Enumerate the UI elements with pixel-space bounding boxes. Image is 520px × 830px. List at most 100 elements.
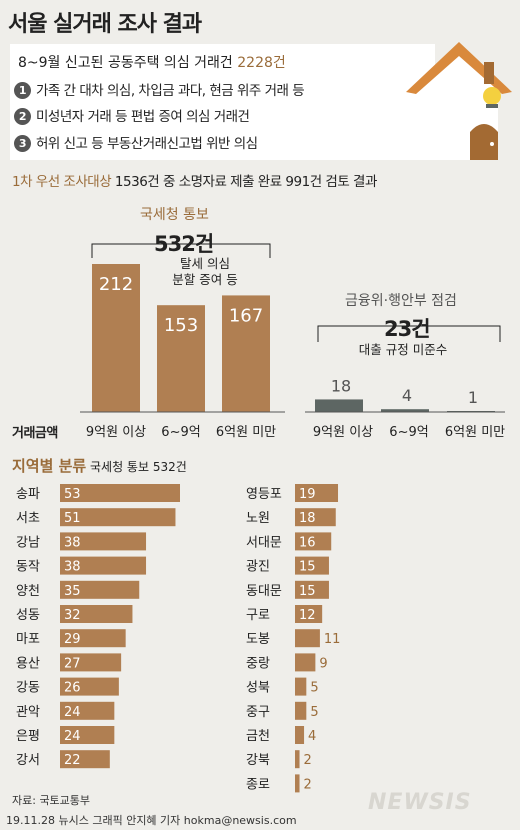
region-bar	[295, 508, 336, 527]
region-bar	[295, 629, 320, 648]
source: 자료: 국토교통부	[12, 794, 91, 807]
region-value-label: 5	[310, 681, 318, 696]
region-label: 강남	[16, 535, 40, 550]
number-badge: 2	[14, 108, 31, 125]
chart2-value-label: 18	[331, 376, 351, 395]
region-bar	[60, 629, 126, 648]
region-value-label: 24	[64, 705, 81, 720]
region-bar	[60, 750, 110, 769]
region-label: 동대문	[246, 584, 282, 599]
region-value-label: 35	[64, 584, 81, 599]
region-label: 성동	[16, 608, 40, 623]
region-value-label: 19	[299, 487, 316, 502]
region-label: 구로	[246, 608, 270, 623]
region-bar	[295, 701, 307, 720]
region-label: 강서	[16, 753, 40, 768]
chart1-title: 국세청 통보	[140, 207, 209, 223]
credit: 19.11.28 뉴시스 그래픽 안지혜 기자 hokma@newsis.com	[6, 814, 297, 827]
region-bar	[60, 726, 115, 744]
region-value-label: 16	[299, 535, 316, 550]
region-label: 강동	[16, 681, 40, 696]
region-label: 마포	[16, 632, 40, 647]
headline-text: 8~9월 신고된 공동주택 의심 거래건	[18, 55, 233, 71]
region-value-label: 15	[299, 584, 316, 599]
house-roof	[406, 42, 512, 94]
newsis-logo: NEWSIS	[368, 790, 472, 815]
region-bar	[295, 484, 339, 502]
suspicion-text: 허위 신고 등 부동산거래신고법 위반 의심	[36, 136, 258, 152]
region-bar	[60, 653, 122, 672]
region-bar	[60, 532, 147, 551]
suspicion-item: 3 허위 신고 등 부동산거래신고법 위반 의심	[14, 132, 258, 152]
headline-count: 2228건	[237, 55, 286, 71]
region-value-label: 38	[64, 560, 81, 575]
region-label: 도봉	[246, 632, 270, 647]
region-label: 중구	[246, 705, 270, 720]
chart1-value-label: 167	[229, 305, 263, 326]
subhead: 1차 우선 조사대상 1536건 중 소명자료 제출 완료 991건 검토 결과	[12, 170, 377, 190]
region-value-label: 5	[310, 705, 318, 720]
region-label: 종로	[246, 777, 270, 792]
region-bar	[295, 532, 332, 551]
region-value-label: 2	[304, 777, 312, 792]
door-knob	[490, 142, 494, 146]
chart2-note: 대출 규정 미준수	[358, 342, 448, 357]
suspicion-text: 가족 간 대차 의심, 차입금 과다, 현금 위주 거래 등	[36, 83, 305, 99]
region-bar	[60, 508, 176, 527]
region-label: 광진	[246, 560, 270, 575]
region-label: 관악	[16, 705, 40, 720]
chart1-x-label: 9억원 이상	[86, 425, 146, 440]
chart2-total: 23건	[384, 317, 431, 341]
region-label: 송파	[16, 487, 40, 502]
chart2-x-label: 6~9억	[389, 425, 428, 440]
chart1-bar	[157, 305, 205, 412]
region-bar	[295, 580, 329, 599]
chart1-x-label: 6~9억	[161, 425, 200, 440]
chart1-value-label: 212	[99, 274, 133, 295]
number-badge: 1	[14, 82, 31, 99]
region-bar	[60, 677, 119, 696]
region-value-label: 38	[64, 535, 81, 550]
region-bar	[60, 484, 180, 502]
region-label: 금천	[246, 729, 270, 744]
region-label: 중랑	[246, 656, 270, 671]
region-label: 강북	[246, 753, 270, 768]
region-bar	[295, 653, 316, 672]
region-bar	[295, 677, 307, 696]
chart1-x-label: 6억원 미만	[216, 425, 276, 440]
region-bar	[60, 556, 147, 575]
suspicion-item: 1 가족 간 대차 의심, 차입금 과다, 현금 위주 거래 등	[14, 79, 305, 99]
page-title: 서울 실거래 조사 결과	[8, 12, 202, 37]
chart2-bracket	[317, 325, 501, 342]
region-value-label: 2	[304, 753, 312, 768]
region-value-label: 4	[308, 729, 316, 744]
chart1-bar	[222, 295, 270, 412]
region-label: 영등포	[246, 487, 282, 502]
info-box	[10, 44, 435, 160]
region-value-label: 9	[319, 656, 327, 671]
region-value-label: 51	[64, 511, 81, 526]
region-bar	[60, 605, 133, 623]
region-value-label: 12	[299, 608, 316, 623]
region-bar	[295, 774, 300, 793]
region-value-label: 24	[64, 729, 81, 744]
amount-label: 거래금액	[12, 426, 58, 441]
region-bar	[60, 580, 140, 599]
chart2-bar	[315, 399, 363, 412]
region-title: 지역별 분류	[12, 457, 87, 475]
chart2-title: 금융위·행안부 점검	[345, 293, 457, 309]
chart1-note-line: 분할 증여 등	[172, 272, 238, 287]
headline: 8~9월 신고된 공동주택 의심 거래건 2228건	[18, 52, 286, 72]
chart2-value-label: 1	[468, 388, 478, 407]
region-label: 서대문	[246, 535, 282, 550]
region-value-label: 32	[64, 608, 81, 623]
chart1-note: 탈세 의심 분할 증여 등	[165, 256, 245, 288]
region-label: 용산	[16, 656, 40, 671]
chart1-bracket	[91, 243, 271, 258]
region-value-label: 29	[64, 632, 81, 647]
subhead-highlight: 1차 우선 조사대상	[12, 174, 112, 190]
region-label: 노원	[246, 511, 270, 526]
region-subtitle: 국세청 통보 532건	[90, 460, 187, 474]
region-bar	[295, 605, 323, 623]
